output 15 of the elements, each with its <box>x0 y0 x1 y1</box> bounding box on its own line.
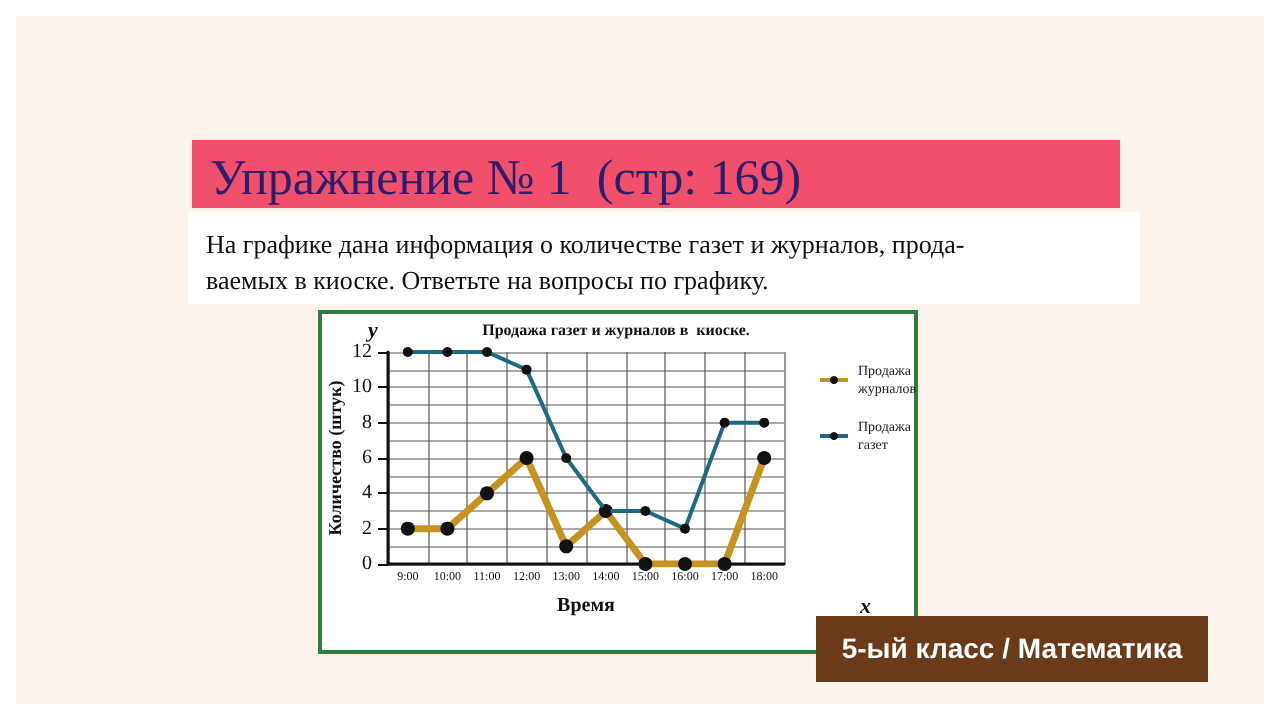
y-tick-label: 12 <box>352 341 372 363</box>
text: 5-ый класс / Математика <box>841 632 1183 664</box>
y-tick-label: 2 <box>362 517 372 540</box>
chart-title: Упражнение № 1 (стр: 169) <box>210 152 802 206</box>
y-axis-title: Количество (штук) <box>325 380 346 536</box>
text: y <box>364 319 378 343</box>
text: Продажа газет и журналов в киоске. <box>482 321 750 339</box>
text: x <box>858 595 872 619</box>
y-tick-label: 10 <box>352 376 372 399</box>
chart-subtitle: На графике дана информация о количестве газет и журналов, прода- ваемых в киоске. Ответьте на вопросы по графику. <box>206 229 965 295</box>
y-tick-label: 0 <box>362 553 372 575</box>
y-tick-label: 4 <box>362 482 372 505</box>
y-tick-label: 6 <box>362 447 372 469</box>
x-axis-title: Время <box>557 595 617 617</box>
y-tick-label: 8 <box>362 411 372 434</box>
